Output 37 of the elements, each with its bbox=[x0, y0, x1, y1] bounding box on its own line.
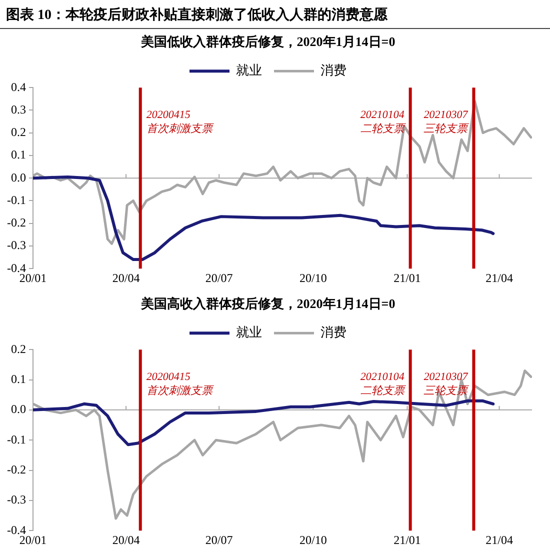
y-tick-label: 0.2 bbox=[10, 125, 26, 140]
legend-label: 消费 bbox=[320, 324, 346, 340]
chart-title: 美国高收入群体疫后修复，2020年1月14日=0 bbox=[140, 296, 396, 312]
legend-label: 消费 bbox=[320, 62, 346, 78]
ref-line-label: 20200415 首次刺激支票 bbox=[146, 108, 214, 135]
y-tick-label: -0.3 bbox=[6, 492, 26, 507]
y-tick-label: 0.1 bbox=[10, 148, 26, 162]
x-tick-label: 21/04 bbox=[486, 270, 513, 285]
chart-title: 美国低收入群体疫后修复，2020年1月14日=0 bbox=[140, 34, 396, 50]
ref-line-label: 20210307 三轮支票 bbox=[424, 108, 470, 135]
x-tick-label: 20/10 bbox=[300, 532, 327, 547]
x-tick-label: 20/10 bbox=[300, 270, 327, 285]
y-tick-label: 0.2 bbox=[10, 342, 26, 356]
x-tick-label: 20/07 bbox=[205, 532, 233, 547]
y-tick-label: -0.1 bbox=[6, 432, 26, 446]
y-tick-label: -0.2 bbox=[6, 462, 26, 476]
y-tick-label: 0.0 bbox=[10, 402, 26, 416]
y-tick-label: 0.4 bbox=[10, 80, 26, 94]
text: 图表 10：本轮疫后财政补贴直接刺激了低收入人群的消费意愿 bbox=[6, 6, 388, 24]
y-tick-label: 0.3 bbox=[10, 102, 26, 116]
ref-line-label: 20210104 二轮支票 bbox=[360, 370, 406, 397]
x-tick-label: 20/04 bbox=[112, 270, 140, 285]
legend-label: 就业 bbox=[236, 324, 262, 340]
y-tick-label: -0.1 bbox=[6, 192, 26, 207]
ref-line-label: 20210104 二轮支票 bbox=[360, 108, 406, 135]
x-tick-label: 21/04 bbox=[486, 532, 513, 547]
ref-line-label: 20200415 首次刺激支票 bbox=[146, 370, 214, 397]
ref-line-label: 20210307 三轮支票 bbox=[424, 370, 470, 397]
x-tick-label: 20/04 bbox=[112, 532, 140, 547]
x-tick-label: 21/01 bbox=[394, 270, 421, 285]
y-tick-label: 0.1 bbox=[10, 372, 26, 386]
y-tick-label: 0.0 bbox=[10, 170, 26, 184]
legend-label: 就业 bbox=[236, 62, 262, 78]
x-tick-label: 20/07 bbox=[205, 270, 233, 285]
y-tick-label: -0.3 bbox=[6, 238, 26, 252]
y-tick-label: -0.2 bbox=[6, 216, 26, 230]
x-tick-label: 21/01 bbox=[394, 532, 421, 547]
